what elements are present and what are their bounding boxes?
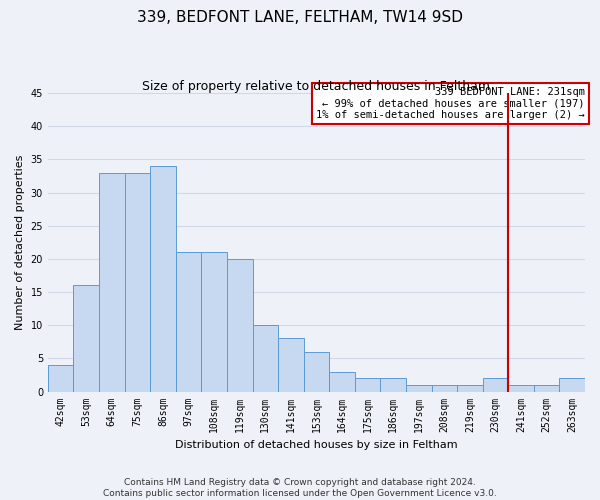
X-axis label: Distribution of detached houses by size in Feltham: Distribution of detached houses by size … xyxy=(175,440,458,450)
Bar xyxy=(534,385,559,392)
Title: Size of property relative to detached houses in Feltham: Size of property relative to detached ho… xyxy=(142,80,490,93)
Bar xyxy=(380,378,406,392)
Bar xyxy=(355,378,380,392)
Text: Contains HM Land Registry data © Crown copyright and database right 2024.
Contai: Contains HM Land Registry data © Crown c… xyxy=(103,478,497,498)
Bar xyxy=(48,365,73,392)
Y-axis label: Number of detached properties: Number of detached properties xyxy=(15,154,25,330)
Bar xyxy=(559,378,585,392)
Bar xyxy=(125,172,150,392)
Bar xyxy=(278,338,304,392)
Bar xyxy=(431,385,457,392)
Bar xyxy=(150,166,176,392)
Bar xyxy=(202,252,227,392)
Bar xyxy=(227,259,253,392)
Text: 339, BEDFONT LANE, FELTHAM, TW14 9SD: 339, BEDFONT LANE, FELTHAM, TW14 9SD xyxy=(137,10,463,25)
Bar xyxy=(406,385,431,392)
Bar xyxy=(73,286,99,392)
Text: 339 BEDFONT LANE: 231sqm
← 99% of detached houses are smaller (197)
1% of semi-d: 339 BEDFONT LANE: 231sqm ← 99% of detach… xyxy=(316,87,585,120)
Bar xyxy=(329,372,355,392)
Bar xyxy=(304,352,329,392)
Bar xyxy=(457,385,482,392)
Bar xyxy=(99,172,125,392)
Bar xyxy=(482,378,508,392)
Bar xyxy=(508,385,534,392)
Bar xyxy=(253,325,278,392)
Bar xyxy=(176,252,202,392)
